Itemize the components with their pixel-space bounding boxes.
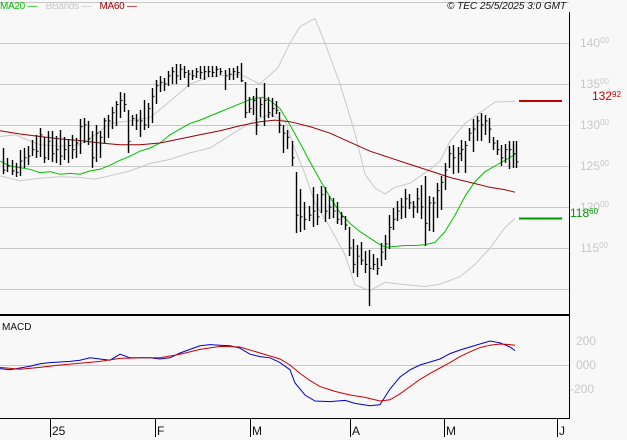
resistance-label: 13292 [592, 89, 621, 103]
bbands-lower-line [0, 113, 516, 292]
time-axis-label: F [157, 424, 165, 438]
legend-ma60: MA60 — [99, 1, 137, 12]
macd-axis-label: 000 [576, 358, 597, 372]
level-lines [519, 100, 562, 220]
copyright-timestamp: © TEC 25/5/2025 3:0 GMT [447, 1, 567, 12]
time-axis-label: 25 [52, 424, 66, 438]
price-axis-label: 14000 [580, 36, 609, 50]
price-axis-label: 13500 [580, 77, 609, 91]
time-axis-label: M [446, 424, 456, 438]
legend-bbands: BBands — [45, 1, 92, 12]
legend: MA20 — BBands — MA60 — [0, 1, 143, 12]
bbands-upper-line [0, 17, 516, 195]
macd-line [0, 340, 516, 407]
moving-averages [0, 96, 516, 248]
ma20-line [0, 96, 516, 248]
chart-frame [0, 12, 570, 437]
price-axis-label: 11500 [580, 241, 609, 255]
support-label: 11860 [570, 206, 599, 220]
ma60-line [0, 119, 516, 193]
price-axis-label: 13000 [580, 118, 609, 132]
price-axis-label: 12500 [580, 159, 609, 173]
macd-lines [0, 340, 516, 407]
macd-axis-label: -200 [570, 382, 595, 396]
time-axis-label: J [559, 424, 565, 438]
ohlc-bars [2, 63, 519, 306]
legend-ma20: MA20 — [0, 1, 38, 12]
price-axis-label: 12000 [580, 200, 609, 214]
bollinger-bands [0, 17, 516, 292]
time-axis-label: A [352, 424, 361, 438]
signal-line [0, 343, 516, 402]
macd-axis-label: 200 [576, 334, 597, 348]
time-axis-label: M [252, 424, 262, 438]
macd-title: MACD [2, 322, 32, 333]
price-grid [0, 2, 569, 366]
